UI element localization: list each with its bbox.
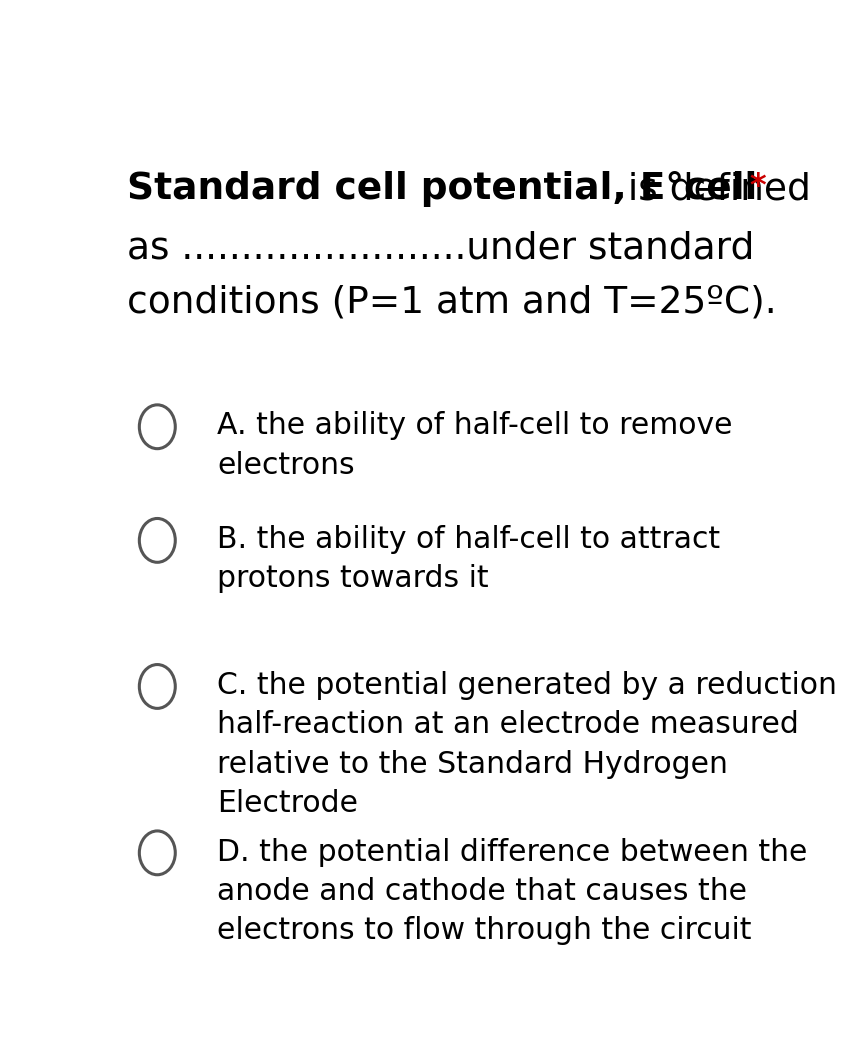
- Text: C. the potential generated by a reduction
half-reaction at an electrode measured: C. the potential generated by a reductio…: [217, 671, 837, 818]
- Text: *: *: [750, 171, 766, 202]
- Text: is defined: is defined: [616, 171, 811, 208]
- Text: Standard cell potential, E°cell: Standard cell potential, E°cell: [127, 171, 758, 208]
- Text: as ........................under standard: as ........................under standar…: [127, 231, 755, 267]
- Text: conditions (P=1 atm and T=25ºC).: conditions (P=1 atm and T=25ºC).: [127, 285, 777, 320]
- Text: B. the ability of half-cell to attract
protons towards it: B. the ability of half-cell to attract p…: [217, 525, 721, 593]
- Text: D. the potential difference between the
anode and cathode that causes the
electr: D. the potential difference between the …: [217, 838, 807, 945]
- Text: A. the ability of half-cell to remove
electrons: A. the ability of half-cell to remove el…: [217, 411, 733, 480]
